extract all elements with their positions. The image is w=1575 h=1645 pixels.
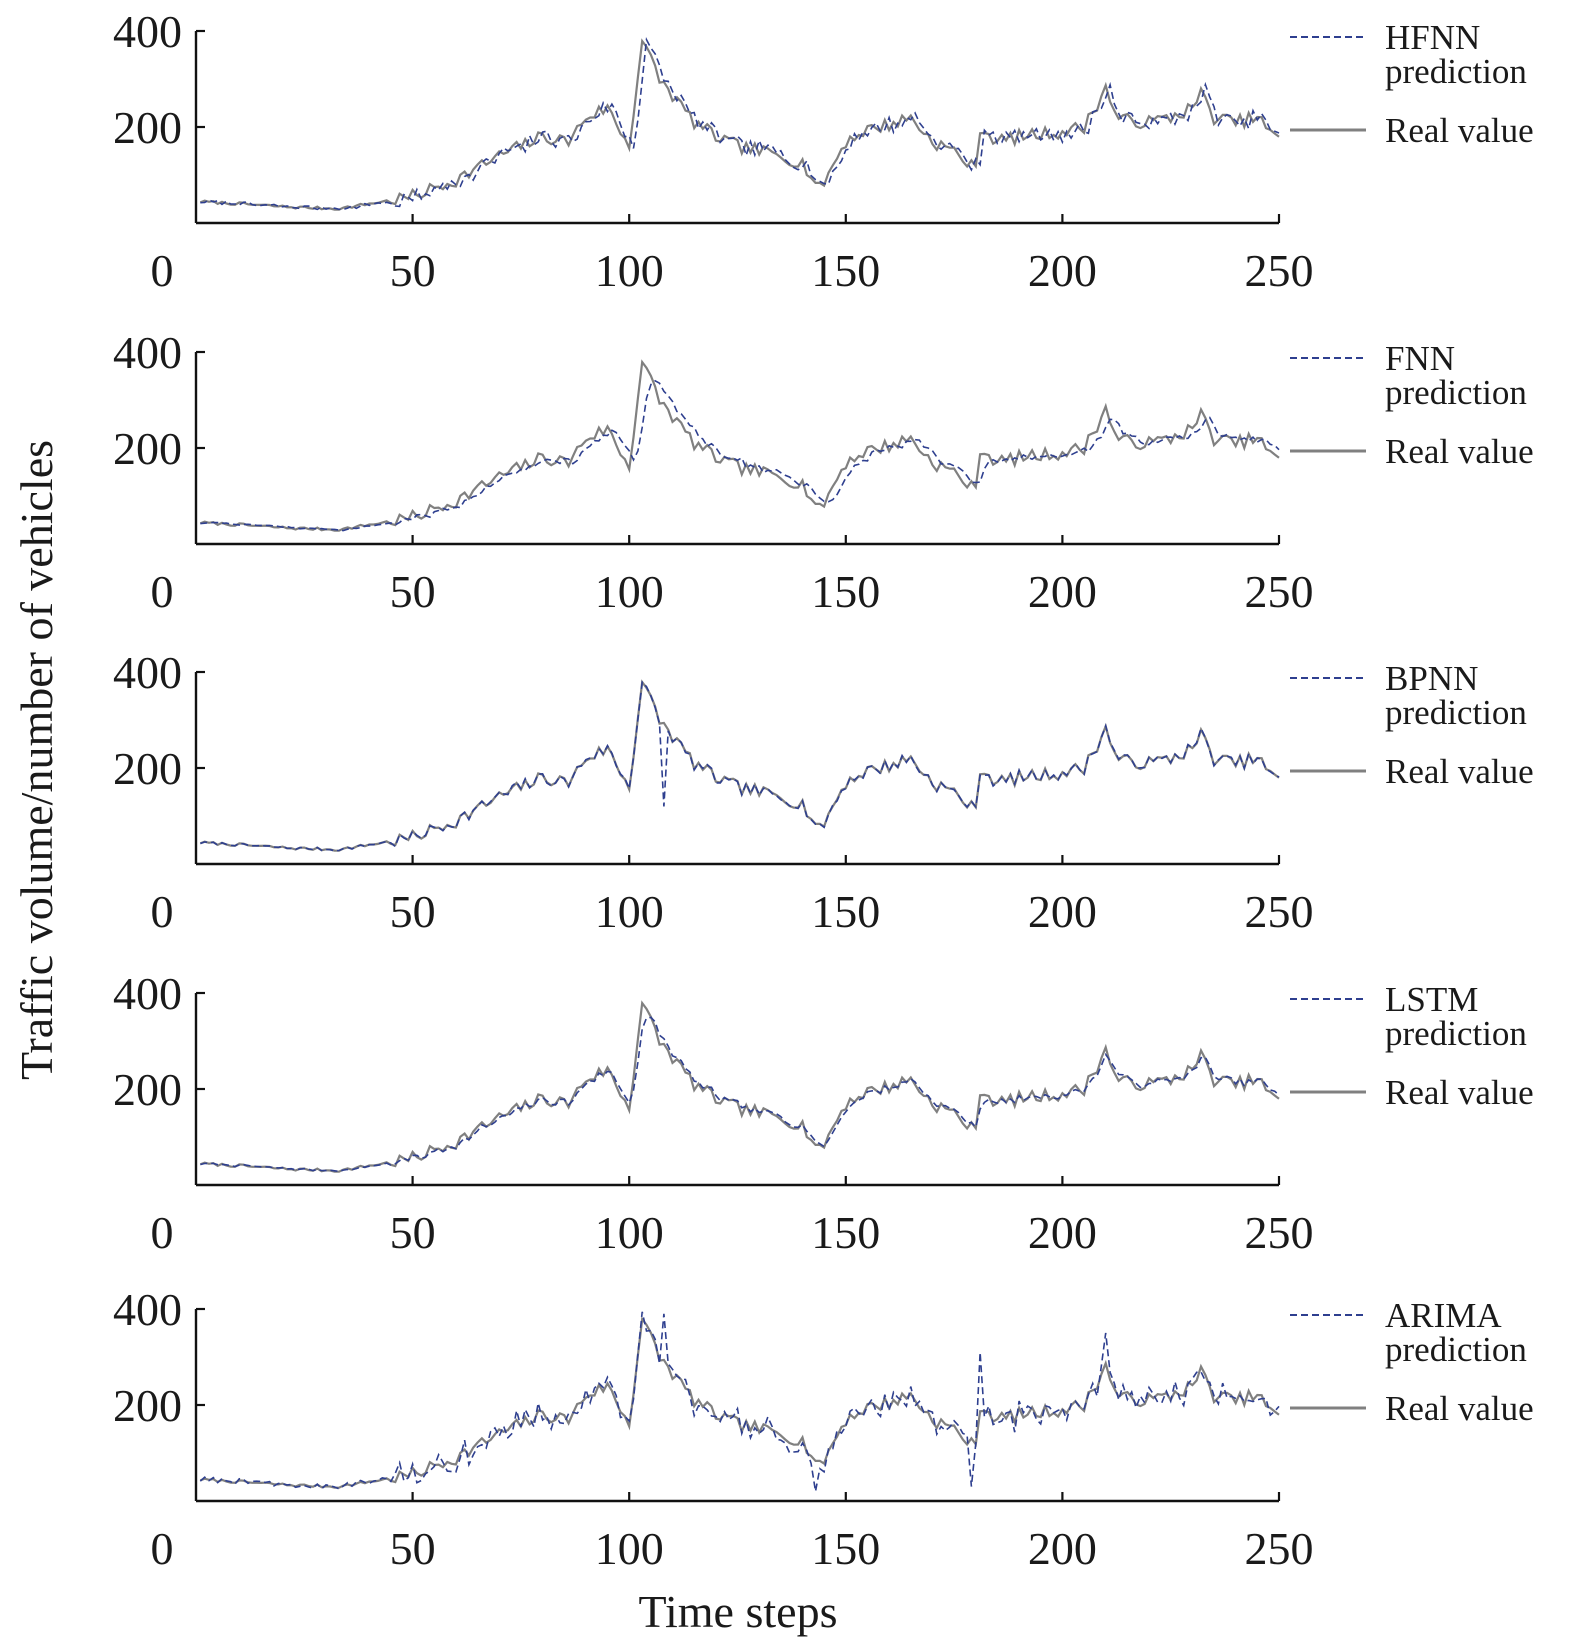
- legend-prediction-label-2: prediction: [1385, 373, 1527, 412]
- real-value-line: [199, 1316, 1280, 1489]
- real-value-line: [199, 679, 1280, 852]
- x-tick-label: 50: [390, 566, 436, 617]
- legend-real-label: Real value: [1385, 111, 1534, 150]
- legend-real-label: Real value: [1385, 432, 1534, 471]
- x-tick-label: 50: [390, 1207, 436, 1258]
- legend-prediction-label-2: prediction: [1385, 693, 1527, 732]
- legend-prediction-label: LSTM: [1385, 980, 1478, 1019]
- legend-real-label: Real value: [1385, 1073, 1534, 1112]
- x-tick-label: 0: [151, 566, 174, 617]
- x-tick-label: 150: [811, 566, 880, 617]
- y-tick-label: 200: [113, 1380, 182, 1431]
- x-tick-label: 100: [595, 1523, 664, 1574]
- x-tick-label: 150: [811, 886, 880, 937]
- x-tick-label: 150: [811, 1523, 880, 1574]
- prediction-line: [200, 36, 1280, 211]
- legend-prediction-label: BPNN: [1385, 659, 1478, 698]
- legend-prediction-label-2: prediction: [1385, 1014, 1527, 1053]
- legend-prediction-label: HFNN: [1385, 18, 1480, 57]
- x-tick-label: 200: [1028, 566, 1097, 617]
- y-tick-label: 400: [113, 968, 182, 1019]
- legend-real-label: Real value: [1385, 752, 1534, 791]
- y-axis-title: Traffic volume/number of vehicles: [11, 440, 62, 1080]
- legend-prediction-label-2: prediction: [1385, 1330, 1527, 1369]
- y-tick-label: 200: [113, 743, 182, 794]
- y-tick-label: 200: [113, 102, 182, 153]
- x-tick-label: 0: [151, 245, 174, 296]
- x-axis-title: Time steps: [639, 1586, 838, 1637]
- y-tick-label: 400: [113, 647, 182, 698]
- y-tick-label: 400: [113, 327, 182, 378]
- x-tick-label: 0: [151, 1207, 174, 1258]
- x-tick-label: 50: [390, 886, 436, 937]
- x-tick-label: 50: [390, 245, 436, 296]
- x-tick-label: 200: [1028, 886, 1097, 937]
- x-tick-label: 100: [595, 245, 664, 296]
- legend-real-label: Real value: [1385, 1389, 1534, 1428]
- x-tick-label: 0: [151, 1523, 174, 1574]
- real-value-line: [199, 38, 1280, 211]
- y-tick-label: 200: [113, 423, 182, 474]
- prediction-line: [200, 1016, 1280, 1173]
- x-tick-label: 200: [1028, 1207, 1097, 1258]
- x-tick-label: 250: [1245, 245, 1314, 296]
- y-tick-label: 400: [113, 1284, 182, 1335]
- real-value-line: [199, 1000, 1280, 1173]
- real-value-line: [199, 359, 1280, 532]
- legend-prediction-label-2: prediction: [1385, 52, 1527, 91]
- x-tick-label: 100: [595, 566, 664, 617]
- x-tick-label: 150: [811, 245, 880, 296]
- x-tick-label: 100: [595, 1207, 664, 1258]
- prediction-line: [200, 680, 1280, 852]
- x-tick-label: 0: [151, 886, 174, 937]
- x-tick-label: 200: [1028, 1523, 1097, 1574]
- prediction-line: [200, 379, 1280, 532]
- x-tick-label: 250: [1245, 886, 1314, 937]
- x-tick-label: 150: [811, 1207, 880, 1258]
- x-tick-label: 250: [1245, 1207, 1314, 1258]
- x-tick-label: 200: [1028, 245, 1097, 296]
- x-tick-label: 50: [390, 1523, 436, 1574]
- prediction-line: [199, 1311, 1280, 1492]
- x-tick-label: 250: [1245, 566, 1314, 617]
- x-tick-label: 100: [595, 886, 664, 937]
- y-tick-label: 200: [113, 1064, 182, 1115]
- y-tick-label: 400: [113, 6, 182, 57]
- legend-prediction-label: FNN: [1385, 339, 1455, 378]
- legend-prediction-label: ARIMA: [1385, 1296, 1502, 1335]
- x-tick-label: 250: [1245, 1523, 1314, 1574]
